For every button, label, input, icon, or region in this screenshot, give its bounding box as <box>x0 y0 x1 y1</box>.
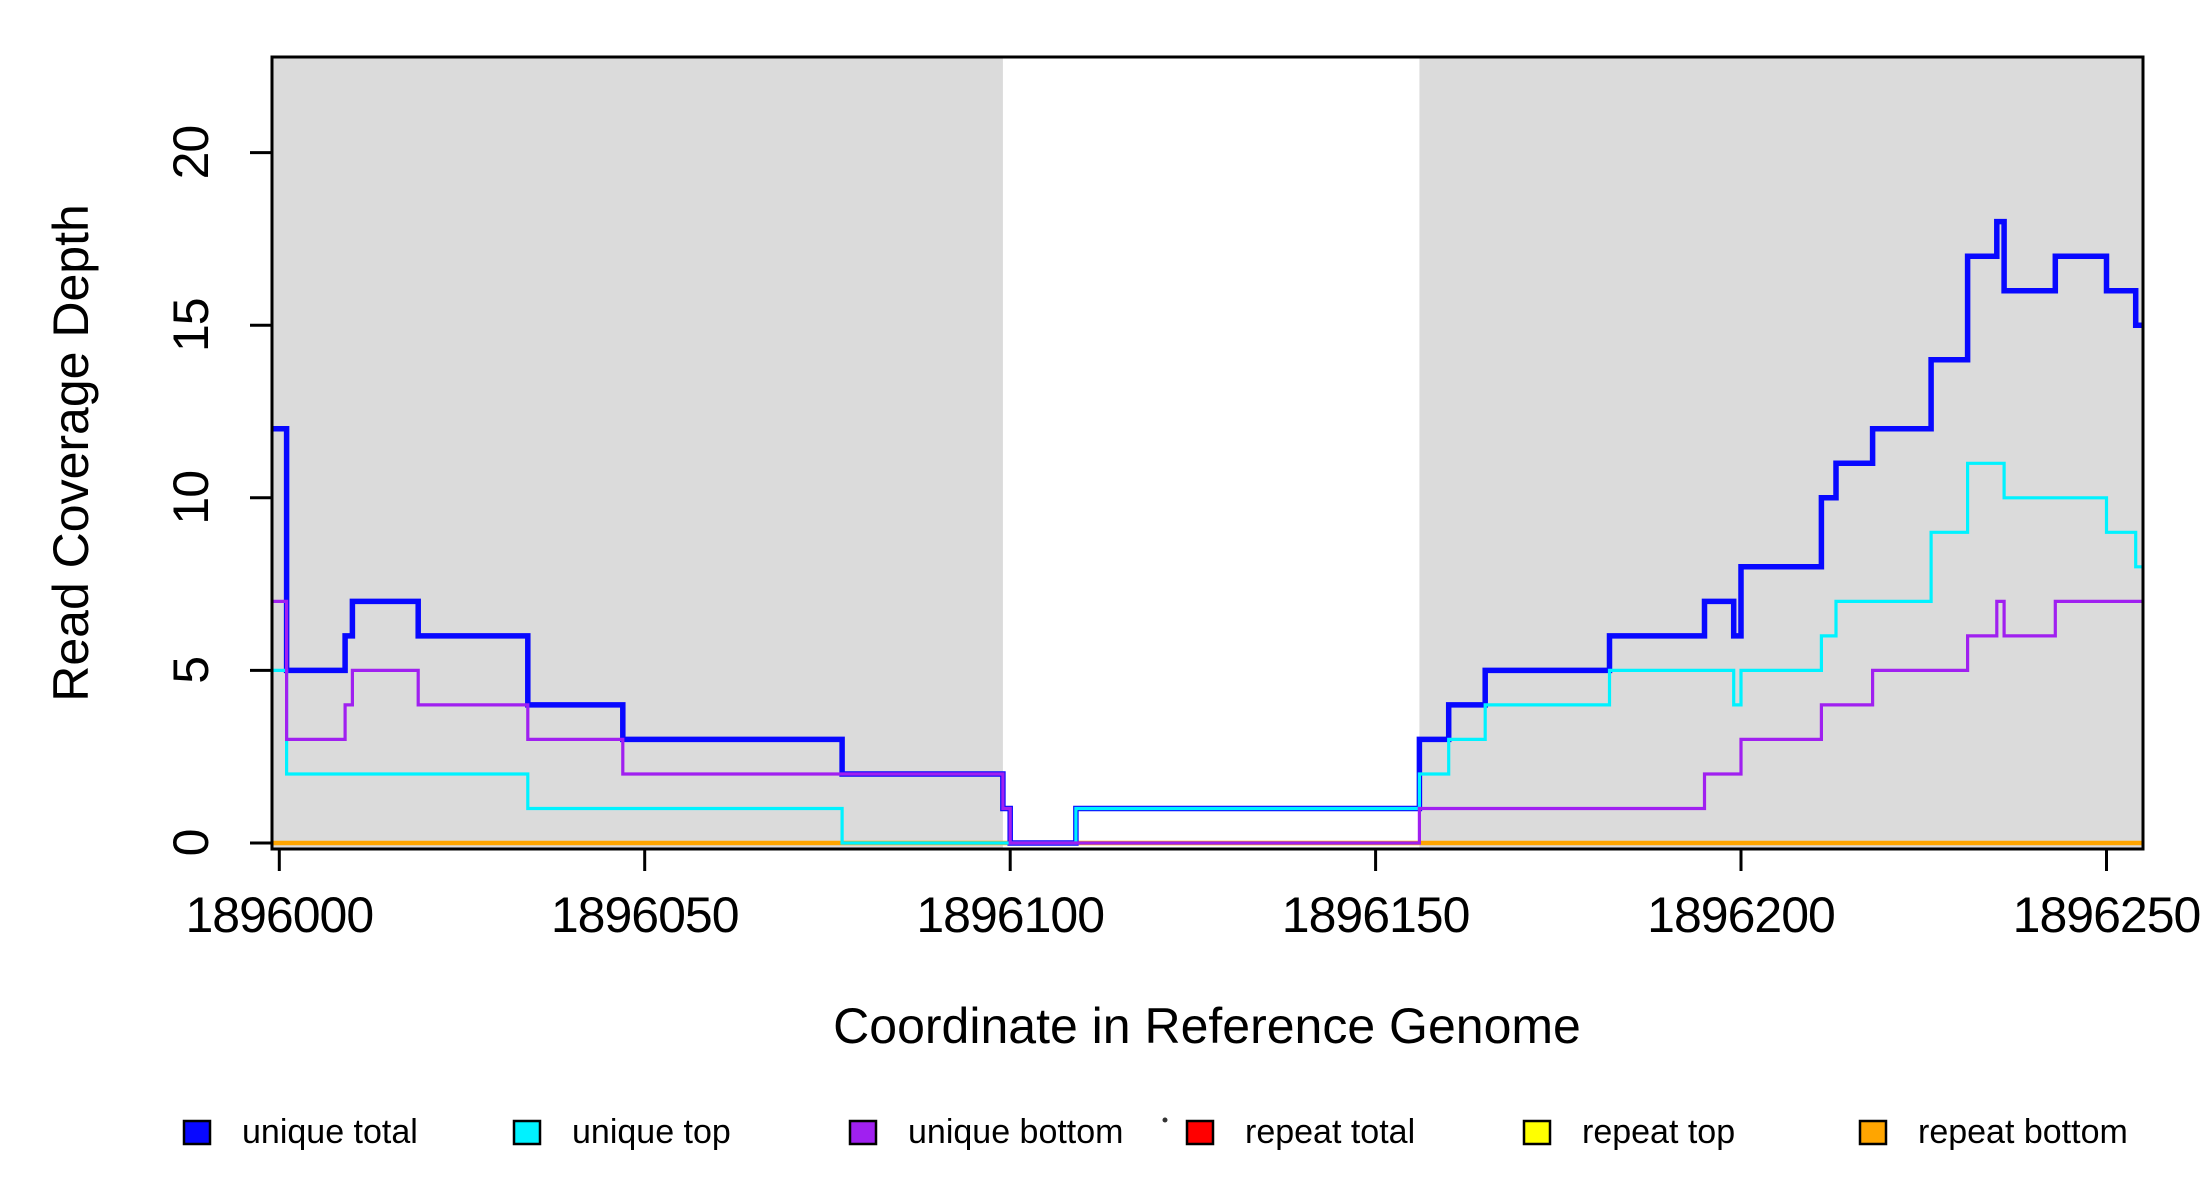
series-lines <box>272 218 2143 846</box>
y-tick-label: 10 <box>163 471 219 525</box>
x-tick-label: 1896100 <box>916 887 1104 943</box>
legend-label: repeat bottom <box>1918 1113 2128 1151</box>
series-unique-bottom <box>272 599 2143 845</box>
legend-swatch-unique-top <box>512 1119 542 1146</box>
x-tick-label: 1896150 <box>1282 887 1470 943</box>
y-tick-label: 15 <box>163 298 219 352</box>
legend-swatch-repeat-bottom <box>1858 1119 1888 1146</box>
series-unique-total <box>272 218 2143 846</box>
y-tick-label: 20 <box>163 126 219 180</box>
legend-item-repeat-total: repeat total <box>1185 1113 1415 1151</box>
x-tick-label: 1896250 <box>2013 887 2200 943</box>
legend-item-repeat-bottom: repeat bottom <box>1858 1113 2128 1151</box>
legend-item-unique-top: unique top <box>512 1113 731 1151</box>
shaded-region-1 <box>272 57 1003 849</box>
y-axis-title: Read Coverage Depth <box>43 204 99 702</box>
x-axis-title: Coordinate in Reference Genome <box>833 998 1581 1054</box>
stray-mark <box>1162 1117 1168 1123</box>
plot-box <box>270 55 2145 851</box>
legend-label: unique total <box>242 1113 418 1151</box>
plot-border <box>270 55 2145 851</box>
series-unique-top <box>272 461 2143 845</box>
x-tick-label: 1896000 <box>185 887 373 943</box>
legend-item-unique-total: unique total <box>182 1113 418 1151</box>
y-tick-label: 0 <box>163 830 219 857</box>
legend-item-unique-bottom: unique bottom <box>848 1113 1124 1151</box>
y-tick-label: 5 <box>163 657 219 684</box>
legend-label: unique top <box>572 1113 731 1151</box>
legend-label: repeat total <box>1245 1113 1415 1151</box>
shaded-regions <box>272 57 2143 849</box>
x-axis: 1896000 1896050 1896100 1896150 1896200 18962… <box>185 849 2200 943</box>
legend-label: unique bottom <box>908 1113 1124 1151</box>
legend-swatch-repeat-top <box>1522 1119 1552 1146</box>
legend-swatch-unique-bottom <box>848 1119 878 1146</box>
shaded-region-2 <box>1419 57 2143 849</box>
legend-item-repeat-top: repeat top <box>1522 1113 1735 1151</box>
x-tick-label: 1896200 <box>1647 887 1835 943</box>
legend: unique total unique top unique bottom repea… <box>182 1113 2128 1151</box>
y-axis: 0 5 10 15 20 <box>163 126 272 857</box>
x-tick-label: 1896050 <box>551 887 739 943</box>
legend-swatch-repeat-total <box>1185 1119 1215 1146</box>
legend-swatch-unique-total <box>182 1119 212 1146</box>
legend-label: repeat top <box>1582 1113 1735 1151</box>
